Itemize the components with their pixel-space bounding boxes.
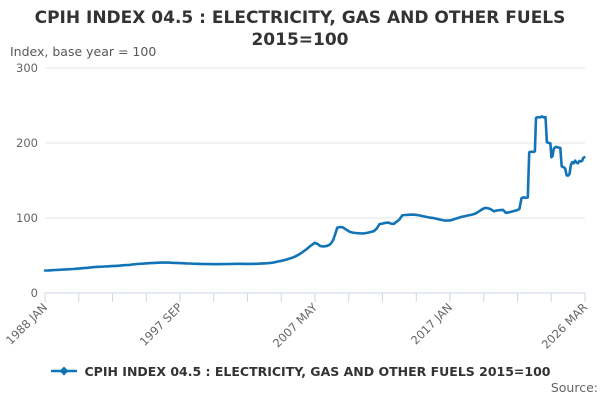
x-axis-ticks — [44, 293, 586, 302]
x-axis-labels: 1988 JAN 1997 SEP 2007 MAY 2017 JAN 2026 MAR — [3, 300, 590, 352]
legend-item[interactable]: CPIH INDEX 04.5 : ELECTRICITY, GAS AND O… — [0, 361, 600, 381]
y-axis-tick-label: 300 — [16, 61, 38, 75]
legend-series-marker-icon — [50, 366, 77, 376]
gridlines — [45, 67, 585, 294]
legend-label: CPIH INDEX 04.5 : ELECTRICITY, GAS AND O… — [84, 363, 551, 379]
y-axis-unit-label: Index, base year = 100 — [10, 44, 157, 59]
series-line — [43, 115, 586, 272]
y-axis-tick-label: 100 — [16, 211, 38, 225]
x-axis-tick-label: 2026 MAR — [539, 300, 590, 351]
y-axis-labels: 0 100 200 300 — [16, 61, 38, 300]
chart-title-line1: CPIH INDEX 04.5 : ELECTRICITY, GAS AND O… — [34, 8, 566, 28]
chart-title-line2: 2015=100 — [251, 30, 349, 51]
x-axis-tick-label: 2007 MAY — [270, 300, 321, 351]
source-label: Source: — [550, 380, 598, 395]
x-axis-tick-label: 1997 SEP — [137, 300, 185, 348]
chart-title: CPIH INDEX 04.5 : ELECTRICITY, GAS AND O… — [0, 7, 600, 52]
y-axis-tick-label: 0 — [31, 286, 38, 300]
x-axis-tick-label: 2017 JAN — [408, 300, 455, 347]
x-axis-tick-label: 1988 JAN — [3, 300, 50, 347]
y-axis-tick-label: 200 — [16, 136, 38, 150]
